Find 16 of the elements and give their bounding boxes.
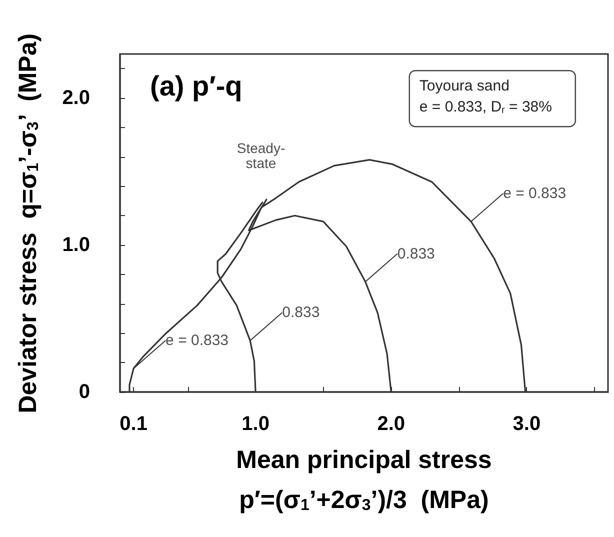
text: (a) p′-q bbox=[150, 70, 242, 102]
annotation: e = 0.833 bbox=[166, 332, 229, 349]
x-tick-label: 2.0 bbox=[377, 413, 406, 435]
y-tick-label: 1.0 bbox=[62, 234, 90, 256]
annotation: Steady- state bbox=[236, 140, 286, 171]
y-tick-label: 0 bbox=[78, 381, 90, 403]
annotation: Toyoura sand bbox=[419, 78, 510, 95]
annotation: 0.833 bbox=[397, 245, 435, 262]
x-tick-label: 0.1 bbox=[120, 413, 148, 435]
annotation: e = 0.833 bbox=[503, 185, 566, 202]
x-tick-label: 3.0 bbox=[512, 413, 541, 435]
y-tick-label: 2.0 bbox=[62, 87, 90, 110]
y-axis-title: Deviator stress q=σ1’-σ3’ (MPa) bbox=[14, 33, 42, 414]
x-tick-label: 1.0 bbox=[242, 413, 270, 435]
annotation: 0.833 bbox=[282, 304, 320, 322]
x-axis-title: Mean principal stress p′=(σ1’+2σ3’)/3 (MPa) bbox=[236, 446, 492, 514]
